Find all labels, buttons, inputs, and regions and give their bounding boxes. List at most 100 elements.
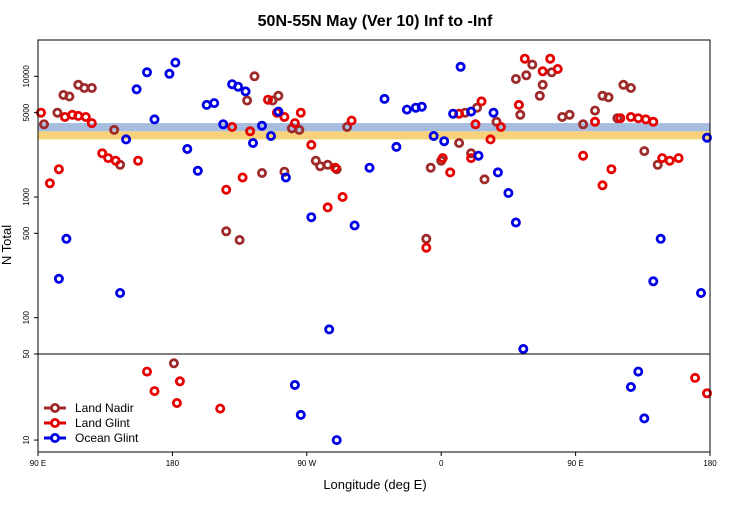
data-point-ocean-glint — [209, 98, 220, 109]
data-point-ocean-glint — [240, 86, 251, 97]
data-point-land-glint — [664, 155, 675, 166]
data-point-land-glint — [262, 94, 273, 105]
data-point-ocean-glint — [401, 104, 412, 115]
legend-label: Land Glint — [75, 416, 130, 430]
data-point-ocean-glint — [416, 101, 427, 112]
data-point-ocean-glint — [349, 220, 360, 231]
data-point-land-nadir — [510, 74, 521, 85]
band-lower — [38, 131, 710, 140]
data-point-land-nadir — [521, 70, 532, 81]
data-point-land-glint — [171, 397, 182, 408]
data-point-land-nadir — [603, 92, 614, 103]
data-point-land-nadir — [294, 124, 305, 135]
data-point-ocean-glint — [182, 143, 193, 154]
legend-marker — [50, 432, 61, 443]
data-point-ocean-glint — [218, 119, 229, 130]
data-point-ocean-glint — [455, 61, 466, 72]
data-point-land-glint — [295, 107, 306, 118]
x-tick-label: 90 W — [297, 459, 316, 468]
data-point-ocean-glint — [518, 343, 529, 354]
data-point-land-glint — [690, 372, 701, 383]
data-point-land-nadir — [234, 234, 245, 245]
data-point-land-nadir — [534, 90, 545, 101]
data-point-land-glint — [322, 202, 333, 213]
data-point-ocean-glint — [625, 381, 636, 392]
data-point-land-glint — [495, 122, 506, 133]
plot-frame-lower — [37, 353, 711, 453]
data-point-land-glint — [437, 153, 448, 164]
data-point-land-glint — [133, 155, 144, 166]
marks-layer — [36, 53, 713, 446]
data-point-land-glint — [615, 113, 626, 124]
data-point-land-glint — [97, 148, 108, 159]
data-point-land-glint — [215, 403, 226, 414]
data-point-ocean-glint — [164, 68, 175, 79]
data-point-ocean-glint — [510, 217, 521, 228]
data-point-land-glint — [174, 376, 185, 387]
data-point-ocean-glint — [364, 162, 375, 173]
legend-label: Land Nadir — [75, 401, 134, 415]
data-point-land-glint — [648, 116, 659, 127]
band-upper — [38, 123, 710, 132]
data-point-ocean-glint — [331, 435, 342, 446]
data-point-land-glint — [625, 112, 636, 123]
y-tick-label: 500 — [22, 226, 31, 240]
y-tick-label: 10000 — [22, 65, 31, 88]
data-point-land-glint — [80, 112, 91, 123]
y-tick-label: 5000 — [22, 103, 31, 121]
data-point-land-nadir — [168, 358, 179, 369]
data-point-ocean-glint — [131, 84, 142, 95]
y-tick-label: 1000 — [22, 188, 31, 206]
data-point-ocean-glint — [149, 114, 160, 125]
data-point-ocean-glint — [295, 409, 306, 420]
data-point-land-glint — [73, 110, 84, 121]
data-point-ocean-glint — [233, 81, 244, 92]
data-point-land-glint — [141, 366, 152, 377]
x-tick-label: 0 — [439, 459, 444, 468]
data-point-land-nadir — [39, 119, 50, 130]
data-point-land-glint — [485, 134, 496, 145]
data-point-ocean-glint — [170, 57, 181, 68]
data-point-land-glint — [279, 112, 290, 123]
data-point-land-nadir — [267, 95, 278, 106]
data-point-land-glint — [545, 53, 556, 64]
data-point-land-glint — [513, 99, 524, 110]
data-point-land-glint — [578, 150, 589, 161]
data-point-land-nadir — [86, 83, 97, 94]
data-point-land-nadir — [256, 167, 267, 178]
data-point-land-nadir — [421, 233, 432, 244]
data-point-ocean-glint — [492, 167, 503, 178]
data-point-land-glint — [590, 116, 601, 127]
data-point-ocean-glint — [696, 287, 707, 298]
data-point-ocean-glint — [488, 107, 499, 118]
x-tick-label: 180 — [166, 459, 180, 468]
data-point-land-glint — [606, 164, 617, 175]
data-point-ocean-glint — [655, 233, 666, 244]
data-point-ocean-glint — [115, 287, 126, 298]
y-tick-label: 100 — [22, 310, 31, 324]
data-point-ocean-glint — [141, 67, 152, 78]
legend-label: Ocean Glint — [75, 431, 139, 445]
data-point-land-nadir — [342, 122, 353, 133]
data-point-land-glint — [149, 386, 160, 397]
data-point-ocean-glint — [265, 130, 276, 141]
data-point-land-nadir — [221, 226, 232, 237]
data-point-ocean-glint — [247, 137, 258, 148]
data-point-land-glint — [110, 155, 121, 166]
data-point-ocean-glint — [439, 136, 450, 147]
data-point-land-nadir — [618, 79, 629, 90]
data-point-land-glint — [633, 113, 644, 124]
data-point-land-glint — [673, 153, 684, 164]
data-point-land-glint — [289, 118, 300, 129]
data-point-land-nadir — [454, 137, 465, 148]
chart-title: 50N-55N May (Ver 10) Inf to -Inf — [258, 13, 493, 30]
data-point-land-nadir — [52, 107, 63, 118]
data-point-ocean-glint — [391, 141, 402, 152]
data-point-land-glint — [86, 118, 97, 129]
x-tick-label: 90 E — [567, 459, 583, 468]
data-point-land-glint — [306, 139, 317, 150]
data-point-land-nadir — [590, 105, 601, 116]
data-point-land-glint — [470, 119, 481, 130]
